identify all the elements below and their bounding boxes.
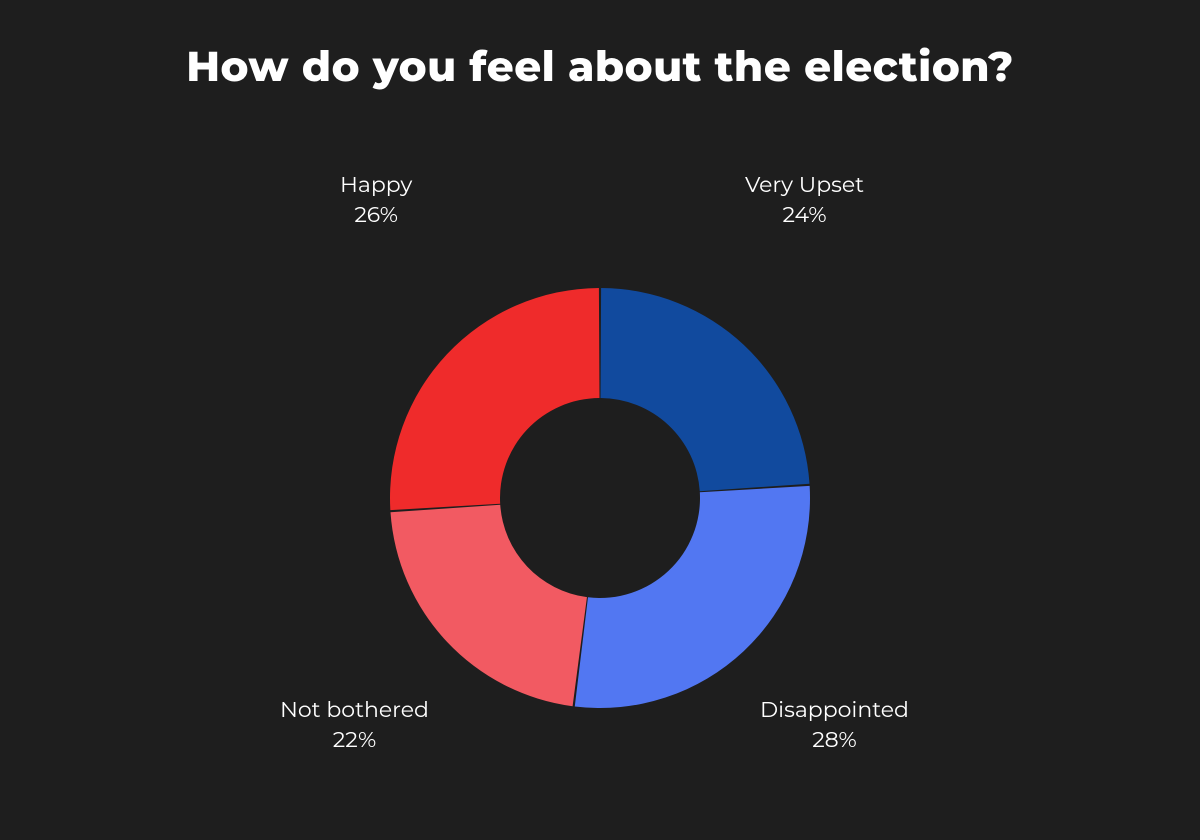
label-disappointed-value: 28% bbox=[760, 725, 909, 755]
slice-not_bothered bbox=[390, 505, 586, 706]
label-very-upset-name: Very Upset bbox=[745, 170, 864, 200]
label-disappointed-name: Disappointed bbox=[760, 695, 909, 725]
label-happy-value: 26% bbox=[340, 200, 412, 230]
label-not-bothered-value: 22% bbox=[280, 725, 429, 755]
label-disappointed: Disappointed 28% bbox=[760, 695, 909, 754]
donut-svg bbox=[388, 286, 812, 710]
label-not-bothered: Not bothered 22% bbox=[280, 695, 429, 754]
label-happy-name: Happy bbox=[340, 170, 412, 200]
label-very-upset: Very Upset 24% bbox=[745, 170, 864, 229]
label-happy: Happy 26% bbox=[340, 170, 412, 229]
slice-disappointed bbox=[575, 486, 810, 708]
slice-happy bbox=[390, 288, 599, 510]
donut-chart: Very Upset 24% Disappointed 28% Not both… bbox=[0, 120, 1200, 820]
label-very-upset-value: 24% bbox=[745, 200, 864, 230]
slice-very_upset bbox=[601, 288, 810, 491]
chart-title: How do you feel about the election? bbox=[0, 40, 1200, 92]
label-not-bothered-name: Not bothered bbox=[280, 695, 429, 725]
